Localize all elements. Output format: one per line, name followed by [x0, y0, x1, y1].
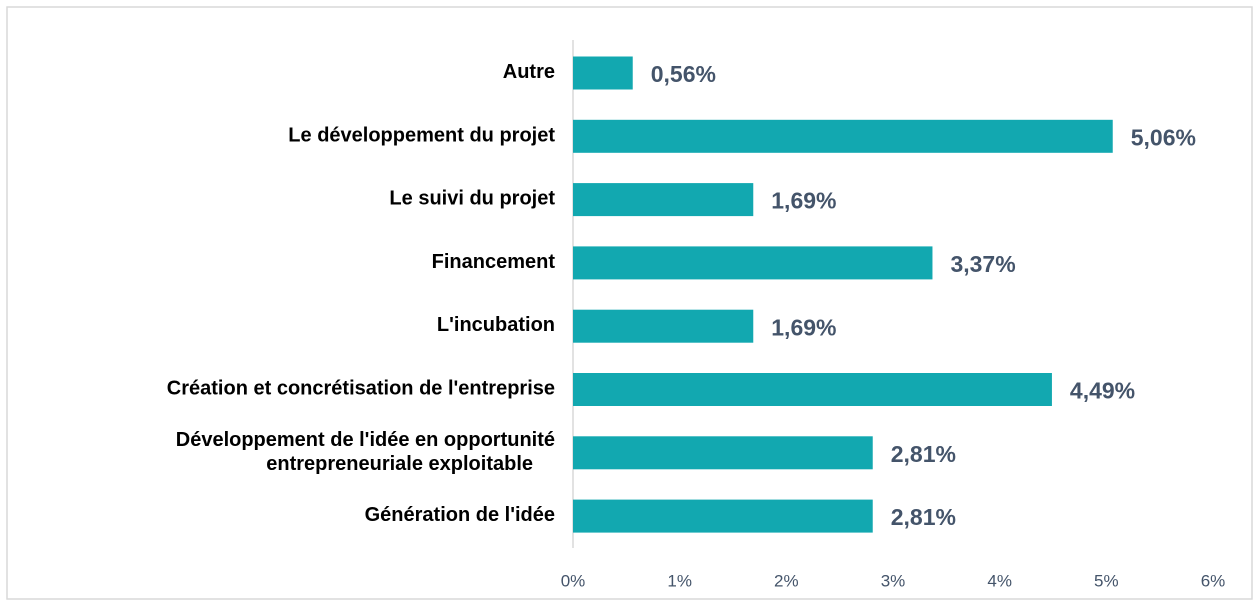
value-label: 2,81% [891, 441, 956, 467]
x-tick-label: 0% [561, 571, 586, 590]
category-label: L'incubation [437, 314, 555, 336]
bar [573, 246, 933, 280]
x-tick-label: 5% [1094, 571, 1119, 590]
bar [573, 436, 873, 470]
value-label: 0,56% [651, 61, 716, 87]
value-label: 1,69% [771, 188, 836, 214]
x-tick-label: 3% [881, 571, 906, 590]
category-label: Développement de l'idée en opportunité en… [176, 429, 555, 475]
category-label: Génération de l'idée [365, 504, 555, 526]
category-label: Le développement du projet [288, 125, 555, 147]
value-label: 4,49% [1070, 378, 1135, 404]
value-label: 1,69% [771, 314, 836, 340]
bar [573, 373, 1052, 406]
category-label: Financement [432, 251, 556, 273]
category-label: Création et concrétisation de l'entrepri… [167, 378, 555, 400]
bar [573, 183, 754, 217]
bar [573, 119, 1113, 153]
category-label: Autre [503, 61, 555, 83]
value-label: 3,37% [950, 251, 1015, 277]
bar [573, 56, 633, 90]
x-tick-label: 1% [667, 571, 692, 590]
x-tick-label: 4% [987, 571, 1012, 590]
x-tick-label: 2% [774, 571, 799, 590]
bar [573, 309, 754, 343]
value-label: 2,81% [891, 504, 956, 530]
x-tick-label: 6% [1201, 571, 1226, 590]
category-label: Le suivi du projet [389, 188, 555, 210]
bar [573, 499, 873, 533]
value-label: 5,06% [1131, 124, 1196, 150]
